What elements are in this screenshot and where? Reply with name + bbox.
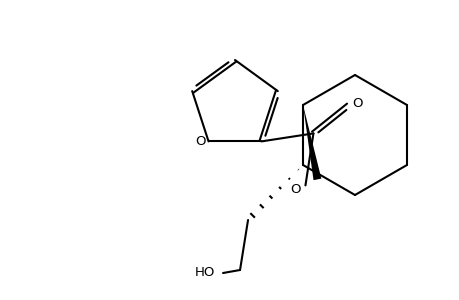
Text: O: O (352, 97, 362, 110)
Polygon shape (302, 105, 321, 180)
Text: HO: HO (195, 266, 215, 280)
Text: O: O (195, 135, 205, 148)
Text: O: O (290, 183, 300, 196)
